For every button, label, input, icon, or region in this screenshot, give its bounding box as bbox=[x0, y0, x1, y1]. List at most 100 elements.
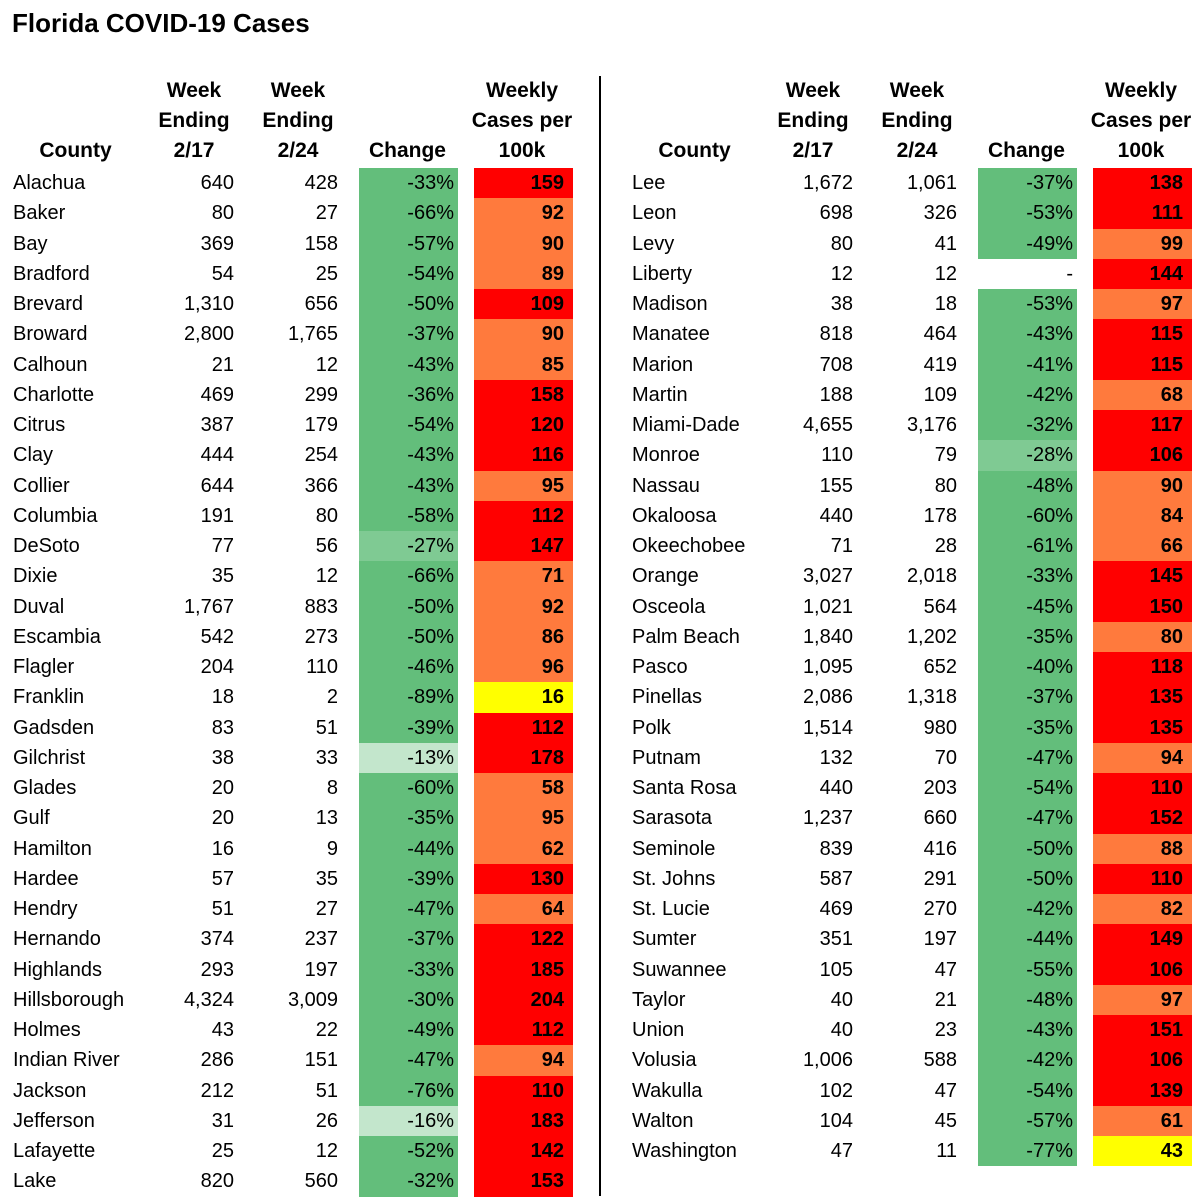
header-week-2: Week Ending 2/24 bbox=[262, 79, 334, 162]
change-value: -47% bbox=[359, 894, 458, 925]
header-change: Change bbox=[368, 139, 446, 162]
rate-value: 94 bbox=[474, 1045, 573, 1076]
rate-value: 115 bbox=[1093, 319, 1192, 350]
week-1-value: 38 bbox=[830, 293, 853, 315]
change-value: -33% bbox=[359, 954, 458, 985]
header-week-1: Week Ending 2/17 bbox=[158, 79, 230, 162]
county-name: Charlotte bbox=[13, 383, 95, 406]
week-2-value: 109 bbox=[923, 383, 957, 406]
week-1-value: 2,800 bbox=[183, 323, 234, 346]
county-name: Hendry bbox=[13, 898, 78, 920]
county-name: Holmes bbox=[13, 1019, 81, 1041]
week-1-value: 35 bbox=[211, 565, 234, 588]
rate-value: 96 bbox=[474, 652, 573, 683]
week-2-value: 178 bbox=[923, 504, 957, 527]
week-1-value: 80 bbox=[211, 202, 234, 225]
week-1-value: 191 bbox=[200, 504, 234, 527]
week-2-value: 179 bbox=[304, 414, 338, 436]
week-1-value: 104 bbox=[819, 1109, 853, 1132]
rate-value: 43 bbox=[1093, 1136, 1192, 1167]
county-name: Osceola bbox=[632, 595, 706, 618]
change-value: -44% bbox=[359, 833, 458, 864]
change-value: -43% bbox=[978, 1015, 1077, 1046]
week-1-value: 444 bbox=[200, 444, 234, 467]
week-2-value: 41 bbox=[934, 232, 957, 255]
change-value: -49% bbox=[359, 1015, 458, 1046]
week-2-value: 23 bbox=[934, 1019, 957, 1041]
page-title: Florida COVID-19 Cases bbox=[12, 8, 310, 38]
change-value: -37% bbox=[359, 924, 458, 955]
week-2-value: 2,018 bbox=[906, 565, 957, 588]
week-2-value: 28 bbox=[934, 535, 957, 557]
change-value: - bbox=[978, 258, 1077, 289]
change-value: -54% bbox=[978, 773, 1077, 804]
change-value: -39% bbox=[359, 863, 458, 894]
change-value: -47% bbox=[359, 1045, 458, 1076]
county-name: Putnam bbox=[632, 746, 701, 769]
rate-value: 185 bbox=[474, 954, 573, 985]
county-name: Hardee bbox=[13, 867, 79, 890]
week-2-value: 70 bbox=[934, 746, 957, 769]
week-2-value: 564 bbox=[923, 595, 957, 618]
rate-value: 153 bbox=[474, 1166, 573, 1197]
rate-value: 16 bbox=[474, 682, 573, 713]
week-1-value: 587 bbox=[819, 867, 853, 890]
week-2-value: 428 bbox=[304, 172, 338, 194]
week-2-value: 25 bbox=[315, 262, 338, 285]
change-value: -16% bbox=[359, 1105, 458, 1136]
rate-value: 61 bbox=[1093, 1105, 1192, 1136]
county-name: Volusia bbox=[632, 1049, 697, 1072]
rate-value: 111 bbox=[1093, 198, 1192, 229]
county-name: Walton bbox=[632, 1109, 694, 1132]
change-value: -32% bbox=[978, 410, 1077, 441]
week-1-value: 286 bbox=[200, 1049, 234, 1072]
county-name: Orange bbox=[632, 565, 699, 588]
rate-value: 147 bbox=[474, 531, 573, 562]
change-value: -47% bbox=[978, 742, 1077, 773]
change-value: -37% bbox=[978, 168, 1077, 199]
county-name: Nassau bbox=[632, 474, 700, 497]
week-2-value: 80 bbox=[934, 474, 957, 497]
county-name: Okaloosa bbox=[632, 504, 717, 527]
rate-value: 116 bbox=[474, 440, 573, 471]
rate-value: 85 bbox=[474, 349, 573, 380]
week-2-value: 419 bbox=[923, 353, 957, 376]
week-2-value: 12 bbox=[315, 1140, 338, 1162]
county-name: Washington bbox=[632, 1140, 737, 1162]
week-2-value: 27 bbox=[315, 898, 338, 920]
week-2-value: 110 bbox=[306, 656, 338, 678]
week-1-value: 818 bbox=[819, 323, 853, 346]
week-2-value: 1,765 bbox=[287, 323, 338, 346]
county-name: Pinellas bbox=[632, 686, 703, 709]
county-name: St. Johns bbox=[632, 867, 716, 890]
week-1-value: 57 bbox=[211, 867, 234, 890]
rate-value: 138 bbox=[1093, 168, 1192, 199]
change-value: -76% bbox=[359, 1075, 458, 1106]
county-name: Santa Rosa bbox=[632, 777, 737, 799]
change-value: -33% bbox=[978, 561, 1077, 592]
county-name: Suwannee bbox=[632, 958, 727, 981]
county-name: Duval bbox=[13, 595, 65, 618]
change-value: -60% bbox=[978, 500, 1077, 531]
county-name: Polk bbox=[632, 716, 671, 739]
county-name: Pasco bbox=[632, 656, 688, 678]
county-name: Bradford bbox=[13, 262, 90, 285]
header-county: County bbox=[39, 139, 112, 162]
change-value: -35% bbox=[978, 712, 1077, 743]
rate-value: 122 bbox=[474, 924, 573, 955]
change-value: -52% bbox=[359, 1136, 458, 1167]
change-value: -49% bbox=[978, 228, 1077, 259]
change-value: -37% bbox=[978, 682, 1077, 713]
week-2-value: 299 bbox=[304, 383, 338, 406]
change-value: -54% bbox=[359, 410, 458, 441]
week-1-value: 47 bbox=[830, 1140, 853, 1162]
week-1-value: 469 bbox=[819, 898, 853, 920]
week-2-value: 22 bbox=[315, 1019, 338, 1041]
week-1-value: 31 bbox=[211, 1109, 234, 1132]
week-1-value: 51 bbox=[211, 898, 234, 920]
week-2-value: 1,318 bbox=[906, 686, 957, 709]
county-name: Madison bbox=[632, 293, 708, 315]
header-rate: Weekly Cases per 100k bbox=[1090, 79, 1192, 162]
week-1-value: 351 bbox=[819, 928, 853, 951]
week-2-value: 197 bbox=[304, 958, 338, 981]
